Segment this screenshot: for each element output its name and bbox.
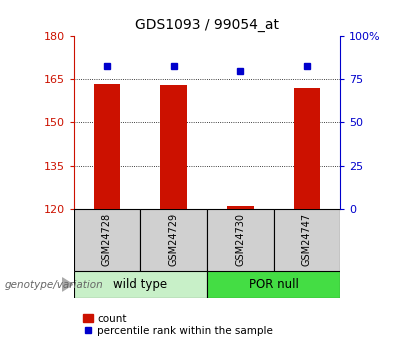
Text: GSM24729: GSM24729 [168,213,178,266]
Text: wild type: wild type [113,278,167,291]
Bar [160,85,187,209]
Text: POR null: POR null [249,278,299,291]
Polygon shape [62,278,73,291]
Bar [207,209,273,271]
Bar [207,271,340,298]
Text: GSM24728: GSM24728 [102,213,112,266]
Text: GSM24730: GSM24730 [235,213,245,266]
Text: GSM24747: GSM24747 [302,213,312,266]
Bar [227,206,254,209]
Bar [74,209,140,271]
Bar [74,271,207,298]
Bar [94,83,120,209]
Text: genotype/variation: genotype/variation [4,280,103,289]
Bar [140,209,207,271]
Bar [273,209,340,271]
Legend: count, percentile rank within the sample: count, percentile rank within the sample [79,309,278,340]
Title: GDS1093 / 99054_at: GDS1093 / 99054_at [135,18,279,32]
Bar [294,88,320,209]
